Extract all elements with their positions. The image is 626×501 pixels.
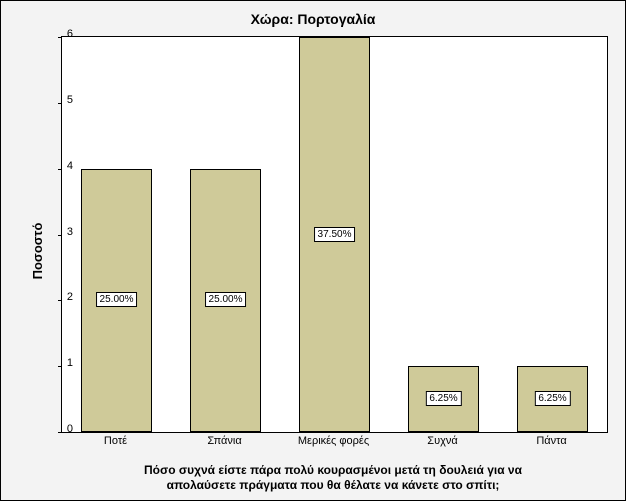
ytick-label: 3 — [67, 226, 73, 238]
chart-container: Χώρα: Πορτογαλία Ποσοστό 25.00% 25.00% 37.… — [0, 0, 626, 501]
xtick-label: Σπάνια — [207, 435, 241, 447]
bar-value-label: 25.00% — [205, 292, 247, 307]
x-axis-label-line1: Πόσο συχνά είστε πάρα πολύ κουρασμένοι μ… — [144, 463, 522, 477]
ytick-mark — [58, 300, 62, 301]
bar-value-label: 6.25% — [534, 391, 570, 406]
ytick-label: 1 — [67, 357, 73, 369]
ytick-mark — [58, 235, 62, 236]
xtick-label: Πάντα — [536, 435, 566, 447]
ytick-label: 0 — [67, 423, 73, 435]
chart-title: Χώρα: Πορτογαλία — [1, 1, 625, 27]
x-axis-label-line2: απολαύσετε πράγματα που θα θέλατε να κάν… — [167, 478, 500, 492]
ytick-mark — [58, 103, 62, 104]
ytick-label: 6 — [67, 28, 73, 40]
xtick-label: Μερικές φορές — [298, 435, 369, 447]
y-axis-label: Ποσοστό — [30, 222, 45, 279]
ytick-mark — [58, 366, 62, 367]
bar-value-label: 25.00% — [96, 292, 138, 307]
ytick-label: 5 — [67, 94, 73, 106]
plot-area: 25.00% 25.00% 37.50% 6.25% 6.25% — [61, 36, 608, 433]
ytick-mark — [58, 432, 62, 433]
ytick-label: 2 — [67, 291, 73, 303]
ytick-label: 4 — [67, 160, 73, 172]
xtick-label: Συχνά — [427, 435, 457, 447]
bar-value-label: 37.50% — [314, 227, 356, 242]
ytick-mark — [58, 169, 62, 170]
bar-value-label: 6.25% — [425, 391, 461, 406]
x-axis-label: Πόσο συχνά είστε πάρα πολύ κουρασμένοι μ… — [61, 463, 605, 494]
ytick-mark — [58, 37, 62, 38]
xtick-label: Ποτέ — [104, 435, 127, 447]
